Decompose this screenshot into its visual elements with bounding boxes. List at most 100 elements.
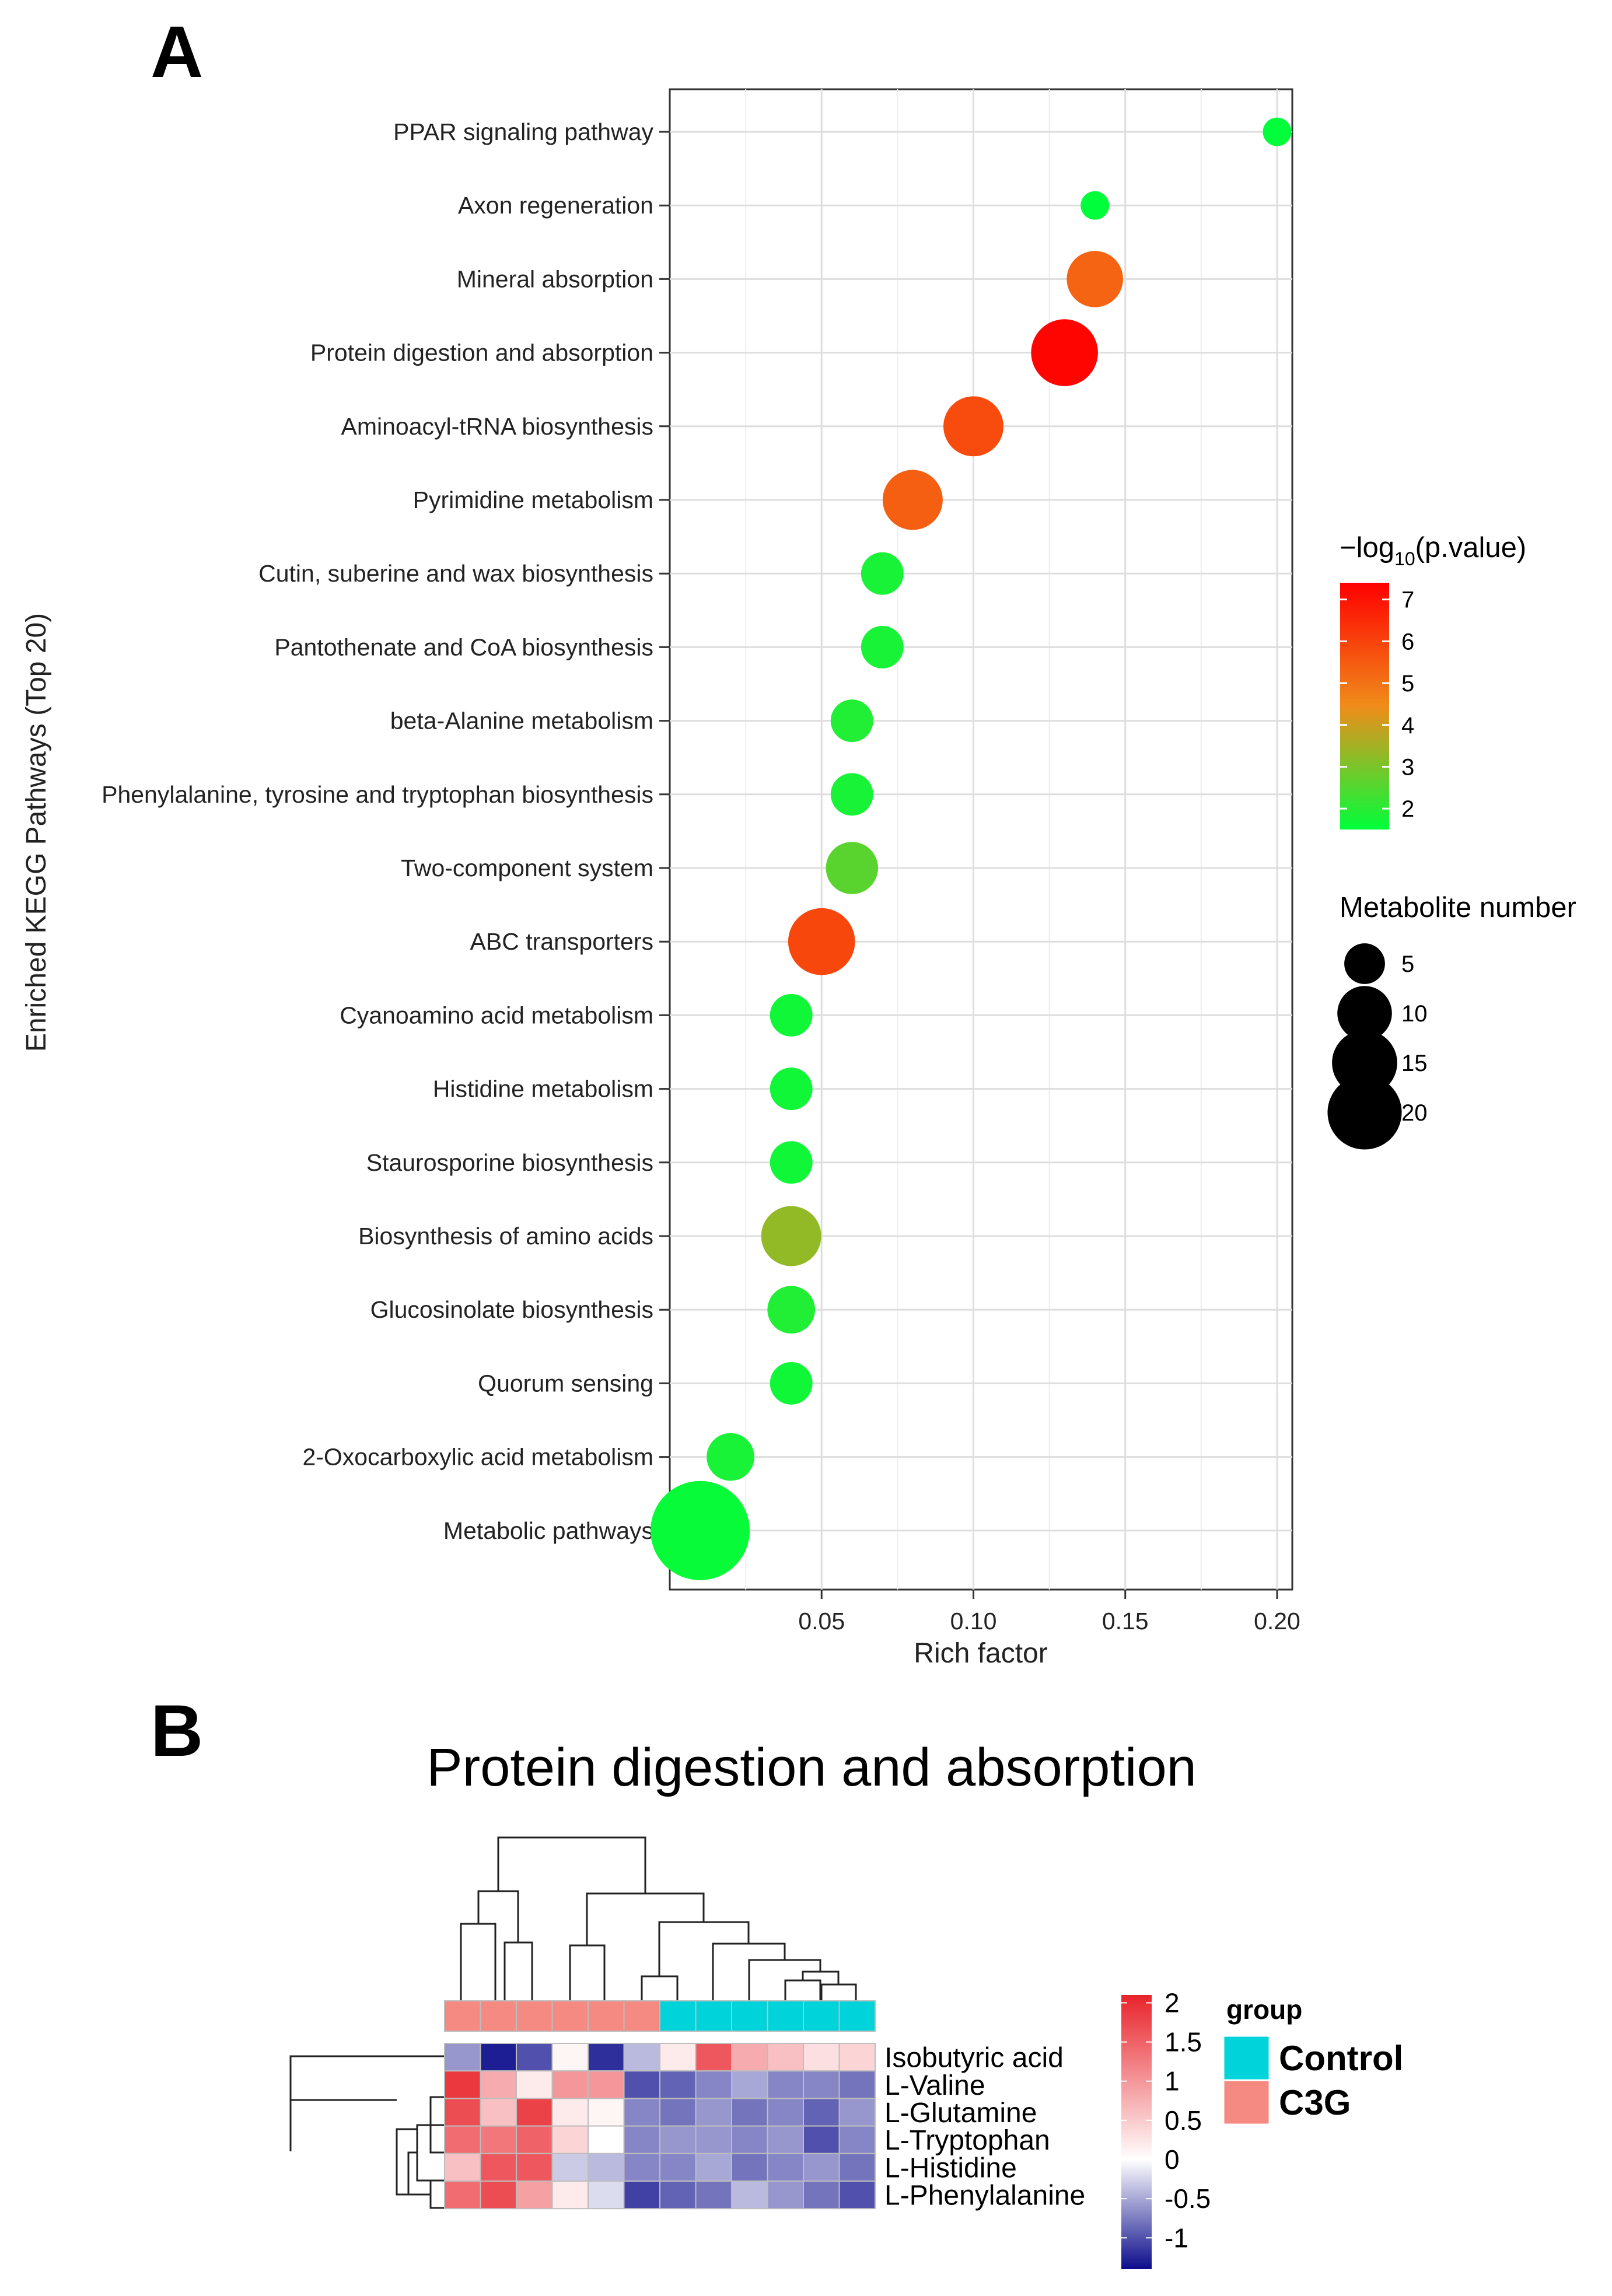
y-tick-label: Metabolic pathways [443, 1517, 653, 1544]
p-value-legend: −log10(p.value) 7 6 5 4 3 2 [1340, 532, 1526, 830]
heatmap-cell [731, 2070, 768, 2099]
colorbar-tick-label: 2 [1401, 796, 1414, 822]
heatmap-cell [695, 2125, 732, 2154]
heatmap-cell [480, 2043, 517, 2072]
heatmap-cell [803, 2070, 840, 2099]
heatmap-cell [803, 2180, 840, 2210]
group-annotation-cell [803, 2000, 840, 2032]
heatmap-cell [623, 2180, 660, 2210]
group-legend: group Control C3G [1222, 1994, 1403, 2126]
y-tick-label: Cutin, suberine and wax biosynthesis [258, 560, 653, 587]
x-tick-label: 0.10 [950, 1608, 997, 1634]
heatmap-row-label: Isobutyric acid [884, 2043, 1064, 2074]
x-axis-ticks: 0.05 0.10 0.15 0.20 [798, 1590, 1300, 1634]
heatmap-title: Protein digestion and absorption [426, 1738, 1197, 1797]
row-labels: Isobutyric acidL-ValineL-GlutamineL-Tryp… [884, 2043, 1085, 2211]
heatmap-cell [838, 2152, 876, 2182]
heatmap-cell [623, 2152, 660, 2182]
heatmap-cell [838, 2043, 876, 2072]
heatmap-cell [695, 2043, 732, 2072]
heatmap-cell [767, 2125, 804, 2154]
heatmap-row-label: L-Phenylalanine [884, 2180, 1085, 2211]
size-legend-dot [1327, 1075, 1402, 1150]
heatmap-cell [551, 2098, 589, 2127]
heatmap-cell [695, 2180, 732, 2210]
y-tick-label: Mineral absorption [457, 265, 653, 292]
heatmap-cell [588, 2070, 625, 2099]
heatmap-cell [588, 2125, 625, 2154]
heatmap-cell [731, 2098, 768, 2127]
y-tick-label: Pyrimidine metabolism [413, 487, 653, 513]
size-legend: Metabolite number 5 10 15 20 [1327, 892, 1576, 1150]
heatmap-cell [623, 2125, 660, 2154]
data-point [1081, 191, 1110, 220]
size-legend-label: 5 [1401, 951, 1414, 977]
y-tick-label: Protein digestion and absorption [310, 340, 653, 366]
group-annotation-cell [444, 2000, 481, 2032]
panel-a-dot-plot: PPAR signaling pathway Axon regeneration M… [21, 88, 1576, 1669]
heatmap-cell [551, 2180, 589, 2210]
heatmap-cell [516, 2070, 553, 2099]
heatmap-cell [767, 2043, 804, 2072]
heatmap-cell [551, 2043, 589, 2072]
y-tick-label: ABC transporters [470, 928, 653, 955]
y-tick-label: Glucosinolate biosynthesis [370, 1296, 653, 1323]
size-legend-items: 5 10 15 20 [1327, 943, 1428, 1150]
panel-b-heatmap: Isobutyric acidL-ValineL-GlutamineL-Tryp… [289, 1836, 1403, 2269]
heatmap-cell [444, 2125, 481, 2154]
y-tick-label: Aminoacyl-tRNA biosynthesis [341, 413, 653, 440]
x-axis-title: Rich factor [914, 1638, 1047, 1669]
y-tick-label: Axon regeneration [458, 192, 653, 219]
heatmap-cell [838, 2098, 876, 2127]
heatmap-cell [516, 2043, 553, 2072]
heatmap-cell [623, 2043, 660, 2072]
data-point [826, 842, 879, 894]
heatmap-cell [444, 2152, 481, 2182]
heatmap-cell [803, 2152, 840, 2182]
data-point [830, 773, 873, 816]
group-annotation-cell [551, 2000, 589, 2032]
group-legend-swatch [1222, 2035, 1271, 2081]
row-dendrogram [289, 2055, 445, 2209]
heatmap-cell [480, 2125, 517, 2154]
data-point [1066, 251, 1123, 307]
heatmap-row-label: L-Tryptophan [884, 2125, 1050, 2156]
heatmap-cell [731, 2180, 768, 2210]
heatmap-cell [731, 2152, 768, 2182]
heatmap-cell [838, 2180, 876, 2210]
heatmap-row-label: L-Glutamine [884, 2098, 1037, 2129]
data-point [650, 1480, 750, 1580]
group-annotation-cell [767, 2000, 804, 2032]
heatmap-cell [803, 2043, 840, 2072]
p-value-legend-ticks: 7 6 5 4 3 2 [1340, 587, 1414, 822]
heatmap-row-label: L-Valine [884, 2070, 985, 2101]
heatmap-cell [695, 2152, 732, 2182]
heatmap-row-label: L-Histidine [884, 2152, 1017, 2183]
colorbar-tick-label: 6 [1401, 629, 1414, 654]
colorbar-tick-label: 7 [1401, 587, 1414, 613]
heatmap-cell [480, 2152, 517, 2182]
heatmap-colorbar-label: 1 [1165, 2066, 1180, 2096]
heatmap-cell [659, 2070, 697, 2099]
group-annotation-bar [444, 2000, 876, 2032]
group-legend-label: Control [1279, 2039, 1403, 2078]
data-point [770, 993, 813, 1037]
group-annotation-cell [659, 2000, 697, 2032]
x-tick-label: 0.15 [1102, 1608, 1149, 1634]
data-point [770, 1141, 813, 1184]
y-tick-label: Histidine metabolism [433, 1076, 653, 1102]
size-legend-label: 10 [1401, 1001, 1428, 1027]
data-point [861, 625, 904, 668]
heatmap-cell [480, 2098, 517, 2127]
heatmap-cell [767, 2152, 804, 2182]
heatmap-cell [444, 2098, 481, 2127]
heatmap-cell [588, 2152, 625, 2182]
size-legend-dot [1344, 943, 1385, 984]
y-tick-label: Phenylalanine, tyrosine and tryptophan b… [102, 781, 653, 808]
group-annotation-cell [623, 2000, 660, 2032]
heatmap-cell [551, 2070, 589, 2099]
y-tick-label: Two-component system [401, 855, 653, 881]
group-legend-label: C3G [1279, 2083, 1351, 2122]
legend-title-sub: 10 [1394, 548, 1415, 569]
group-legend-items: Control C3G [1222, 2035, 1403, 2126]
